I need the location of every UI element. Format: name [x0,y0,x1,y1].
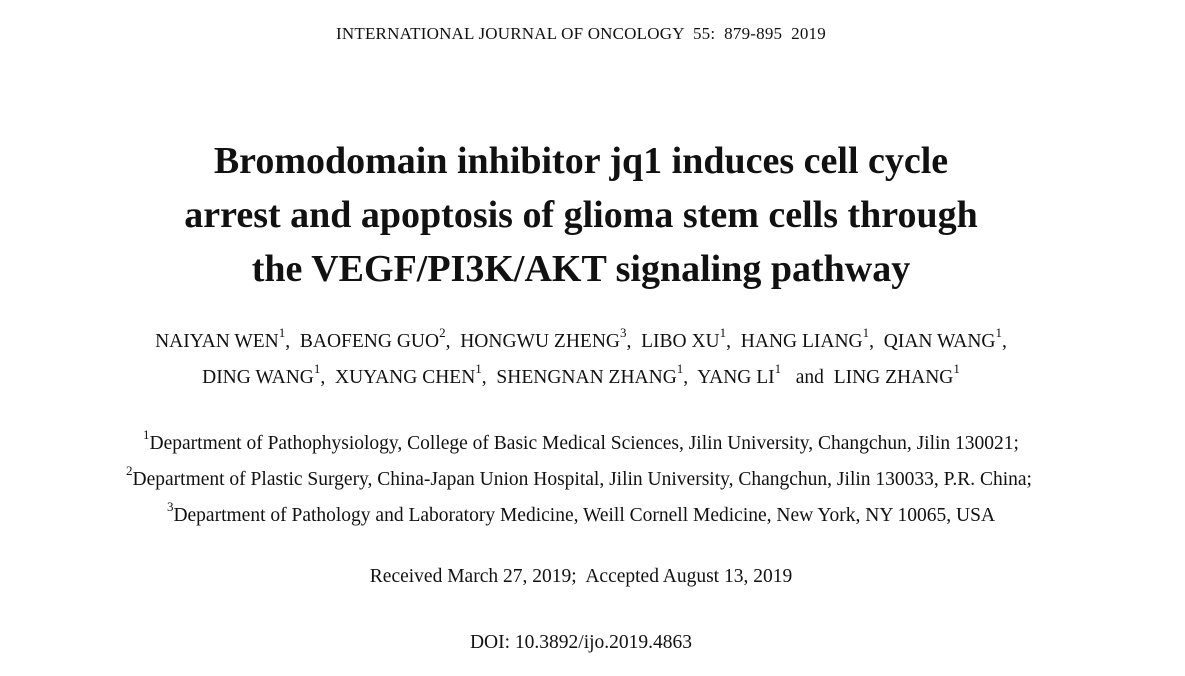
accepted-date: Accepted August 13, 2019 [585,566,793,587]
author: HANG LIANG1 [740,326,869,353]
author-name: NAIYAN WEN [155,331,279,352]
received-date: Received March 27, 2019; [369,566,577,587]
author: SHENGNAN ZHANG1 [496,362,683,389]
affiliation-text: Department of Pathophysiology, College o… [149,433,1019,454]
author-affiliation-mark: 1 [862,324,870,340]
affiliation-text: Department of Pathology and Laboratory M… [173,505,996,526]
author: QIAN WANG1 [883,326,1002,353]
affiliation-mark: 2 [126,462,133,478]
affiliation-text: Department of Plastic Surgery, China-Jap… [132,469,1032,490]
author-affiliation-mark: 1 [719,324,727,340]
author: NAIYAN WEN1 [155,326,285,353]
author-conjunction: and [795,367,824,388]
author: BAOFENG GUO2 [299,326,446,353]
author: HONGWU ZHENG3 [460,326,626,353]
author: XUYANG CHEN1 [335,362,482,389]
author-affiliation-mark: 1 [475,360,482,376]
author-name: LIBO XU [641,331,720,352]
affiliation: 3Department of Pathology and Laboratory … [0,498,1162,534]
affiliation: 1Department of Pathophysiology, College … [0,426,1162,462]
author-affiliation-mark: 3 [619,324,627,340]
author-affiliation-mark: 1 [953,360,960,376]
author-name: HONGWU ZHENG [460,331,620,352]
author-name: XUYANG CHEN [335,367,476,388]
author-affiliation-mark: 1 [278,324,286,340]
affiliation: 2Department of Plastic Surgery, China-Ja… [0,462,1162,498]
author-list: NAIYAN WEN1, BAOFENG GUO2, HONGWU ZHENG3… [0,324,1162,396]
author-affiliation-mark: 1 [313,360,321,376]
author: LING ZHANG1 [833,362,960,389]
author-line-2: DING WANG1, XUYANG CHEN1, SHENGNAN ZHANG… [202,360,960,389]
affiliation-mark: 3 [166,498,174,514]
author: LIBO XU1 [641,326,726,353]
running-header: INTERNATIONAL JOURNAL OF ONCOLOGY 55: 87… [336,24,826,43]
doi-value[interactable]: 10.3892/ijo.2019.4863 [514,632,693,653]
author: DING WANG1 [202,362,320,389]
received-accepted-dates: Received March 27, 2019; Accepted August… [0,566,1162,588]
affiliation-mark: 1 [143,426,150,442]
title-line-3: the VEGF/PI3K/AKT signaling pathway [251,248,911,290]
doi-label: DOI: [469,632,511,653]
author-name: BAOFENG GUO [299,331,440,352]
author-affiliation-mark: 1 [676,360,684,376]
author-affiliation-mark: 1 [995,324,1003,340]
author-line-1: NAIYAN WEN1, BAOFENG GUO2, HONGWU ZHENG3… [155,324,1007,353]
author-name: LING ZHANG [833,367,954,388]
affiliation-list: 1Department of Pathophysiology, College … [0,426,1162,534]
article-title: Bromodomain inhibitor jq1 induces cell c… [0,134,1162,296]
title-line-2: arrest and apoptosis of glioma stem cell… [184,194,978,236]
author-name: QIAN WANG [883,331,996,352]
title-line-1: Bromodomain inhibitor jq1 induces cell c… [213,140,949,182]
author-affiliation-mark: 1 [774,360,782,376]
author: YANG LI1 [697,362,781,389]
author-name: YANG LI [697,367,775,388]
doi: DOI: 10.3892/ijo.2019.4863 [0,632,1162,654]
author-affiliation-mark: 2 [439,324,446,340]
author-name: DING WANG [202,367,314,388]
author-name: HANG LIANG [740,331,863,352]
author-name: SHENGNAN ZHANG [496,367,677,388]
